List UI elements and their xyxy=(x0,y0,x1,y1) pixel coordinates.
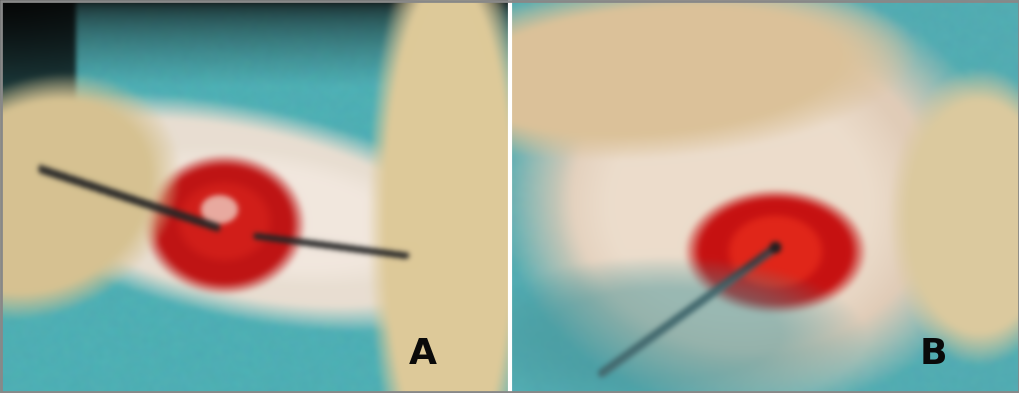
Text: A: A xyxy=(409,337,437,371)
Text: B: B xyxy=(919,337,946,371)
